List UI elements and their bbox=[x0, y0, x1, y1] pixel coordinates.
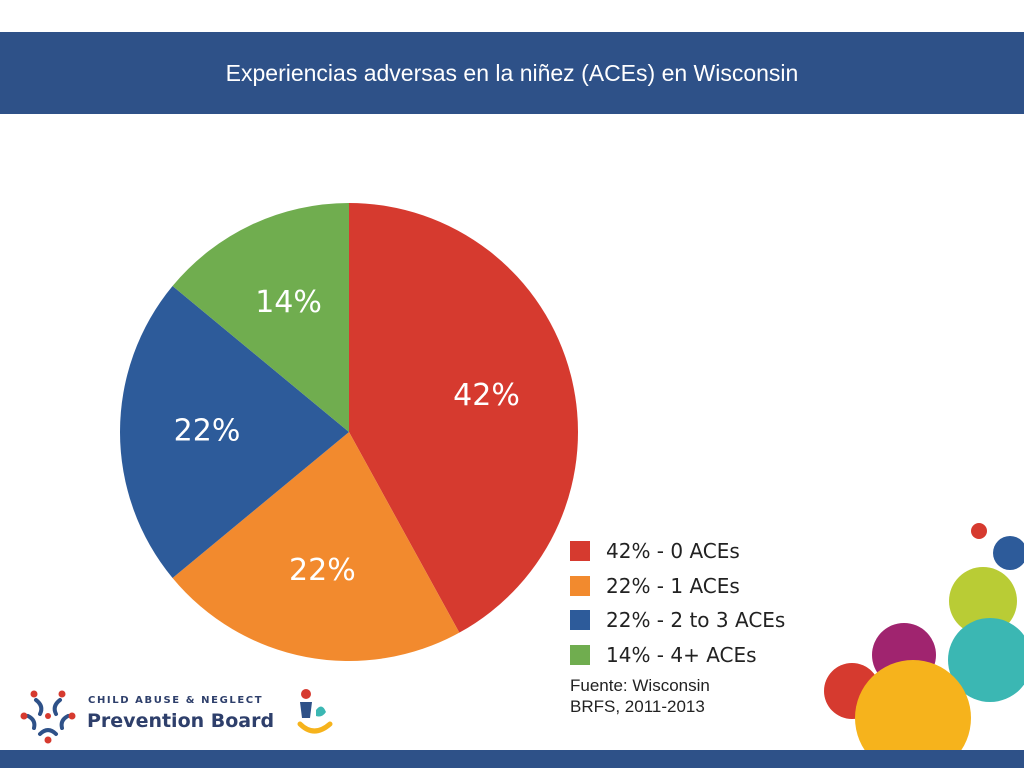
legend-item: 22% - 1 ACEs bbox=[570, 569, 785, 604]
legend-label: 42% - 0 ACEs bbox=[606, 539, 740, 564]
slice-label: 22% bbox=[174, 414, 241, 449]
slice-label: 42% bbox=[453, 378, 520, 413]
decor-circle bbox=[948, 618, 1024, 702]
page-title: Experiencias adversas en la niñez (ACEs)… bbox=[225, 59, 799, 86]
decor-circle bbox=[993, 536, 1024, 570]
pie-slice bbox=[120, 286, 350, 578]
logo-tagline: CHILD ABUSE & NEGLECT bbox=[88, 695, 264, 706]
legend-swatch bbox=[570, 610, 590, 631]
legend-item: 42% - 0 ACEs bbox=[570, 534, 785, 569]
footer-bar bbox=[0, 750, 1024, 768]
people-circle-icon bbox=[20, 690, 76, 744]
pie-slice bbox=[349, 203, 579, 633]
legend-swatch bbox=[570, 644, 590, 665]
title-bar: Experiencias adversas en la niñez (ACEs)… bbox=[0, 32, 1024, 114]
wisconsin-children-icon bbox=[297, 689, 333, 734]
legend-label: 22% - 1 ACEs bbox=[606, 573, 740, 598]
decor-circle bbox=[949, 567, 1017, 635]
legend-label: 14% - 4+ ACEs bbox=[606, 642, 757, 667]
legend-swatch bbox=[570, 541, 590, 562]
source-line: BRFS, 2011-2013 bbox=[570, 697, 705, 716]
legend-item: 14% - 4+ ACEs bbox=[570, 638, 785, 673]
legend-swatch bbox=[570, 575, 590, 596]
chart-legend: 42% - 0 ACEs 22% - 1 ACEs 22% - 2 to 3 A… bbox=[570, 534, 785, 672]
pie-slice bbox=[172, 203, 349, 432]
decor-circle bbox=[855, 660, 971, 768]
legend-item: 22% - 2 to 3 ACEs bbox=[570, 603, 785, 638]
decor-circle bbox=[971, 523, 987, 539]
slice-label: 14% bbox=[255, 285, 322, 320]
pie-slice bbox=[172, 432, 460, 661]
source-line: Fuente: Wisconsin bbox=[570, 676, 710, 695]
prevention-board-logo: CHILD ABUSE & NEGLECT Prevention Board bbox=[18, 686, 338, 746]
slice-label: 22% bbox=[289, 553, 356, 588]
source-note: Fuente: Wisconsin BRFS, 2011-2013 bbox=[570, 675, 770, 717]
legend-label: 22% - 2 to 3 ACEs bbox=[606, 608, 786, 633]
logo-name: Prevention Board bbox=[87, 710, 275, 732]
